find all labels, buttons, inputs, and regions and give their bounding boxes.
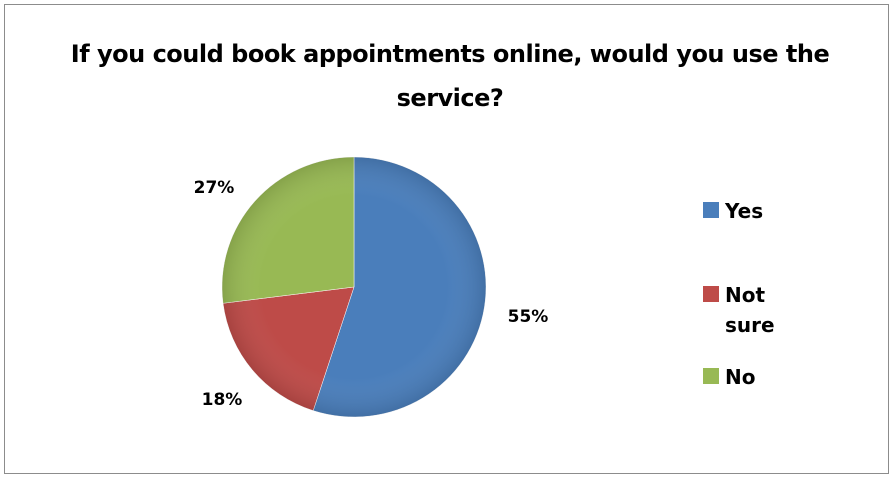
chart-title: If you could book appointments online, w…: [70, 40, 830, 112]
legend-item-no: No: [703, 362, 785, 392]
legend-label-yes: Yes: [725, 199, 764, 223]
legend-swatch-yes: [703, 202, 719, 218]
legend-item-yes: Yes: [703, 196, 785, 226]
legend-label-not-sure: Not sure: [725, 283, 775, 337]
legend-swatch-not-sure: [703, 286, 719, 302]
legend-item-not-sure: Not sure: [703, 280, 785, 340]
legend-label-no: No: [725, 365, 756, 389]
data-label-yes: 55%: [508, 307, 549, 327]
pie-shading: [222, 157, 486, 417]
data-label-no: 27%: [194, 178, 235, 198]
data-label-not-sure: 18%: [202, 390, 243, 410]
legend-swatch-no: [703, 368, 719, 384]
